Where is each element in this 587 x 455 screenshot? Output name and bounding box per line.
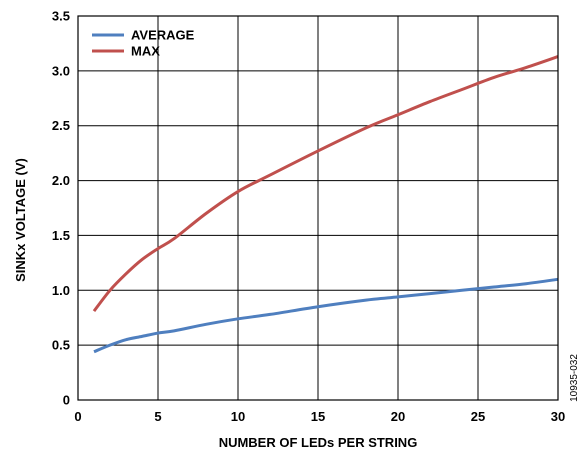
x-axis-title: NUMBER OF LEDs PER STRING xyxy=(219,435,418,450)
x-tick-label: 15 xyxy=(311,409,325,424)
series-line-average xyxy=(93,277,559,354)
y-tick-label: 1.0 xyxy=(52,283,70,298)
x-axis-ticks: 0 5 10 15 20 25 30 xyxy=(74,409,565,424)
x-tick-label: 30 xyxy=(551,409,565,424)
x-tick-label: 10 xyxy=(231,409,245,424)
legend: AVERAGE MAX xyxy=(92,28,195,59)
y-tick-label: 3.5 xyxy=(52,9,70,24)
legend-label-average: AVERAGE xyxy=(131,28,195,43)
y-tick-label: 0.5 xyxy=(52,338,70,353)
y-axis-title: SINKx VOLTAGE (V) xyxy=(13,158,28,282)
series-layer xyxy=(92,55,559,354)
x-tick-label: 5 xyxy=(154,409,161,424)
series-line-max xyxy=(92,55,559,313)
y-axis-ticks: 0 0.5 1.0 1.5 2.0 2.5 3.0 3.5 xyxy=(52,9,70,408)
y-tick-label: 0 xyxy=(63,393,70,408)
figure-id: 10935-032 xyxy=(569,354,580,402)
plot-frame xyxy=(77,15,559,401)
x-tick-label: 20 xyxy=(391,409,405,424)
y-tick-label: 2.5 xyxy=(52,118,70,133)
y-tick-label: 2.0 xyxy=(52,173,70,188)
x-tick-label: 25 xyxy=(471,409,485,424)
legend-label-max: MAX xyxy=(131,44,160,59)
x-tick-label: 0 xyxy=(74,409,81,424)
y-tick-label: 3.0 xyxy=(52,63,70,78)
y-tick-label: 1.5 xyxy=(52,228,70,243)
grid xyxy=(78,16,558,400)
